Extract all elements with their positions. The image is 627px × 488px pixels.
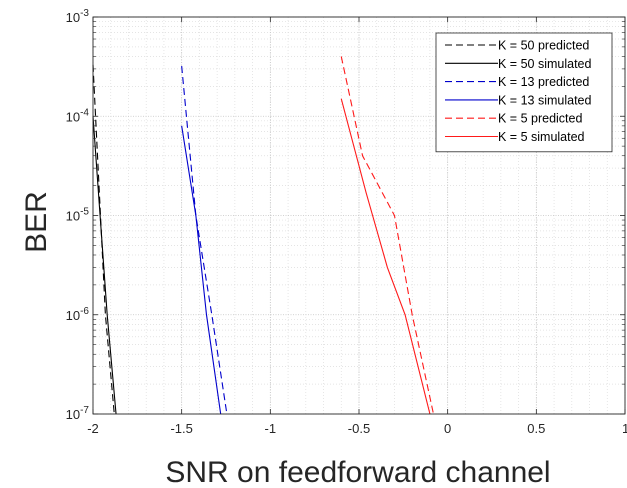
legend-box xyxy=(435,32,613,153)
series-line-2 xyxy=(92,116,117,415)
legend-label-5: K = 5 predicted xyxy=(498,112,582,126)
y-tick-label: 10-7 xyxy=(66,405,90,422)
y-axis-label: BER xyxy=(20,191,53,253)
tick-labels: -2 -1.5 -1 -0.5 0 0.5 1 10-7 10-6 10-5 10-4 10-3 xyxy=(66,8,627,436)
legend-label-3: K = 13 predicted xyxy=(498,75,589,89)
y-tick-label: 10-5 xyxy=(66,207,90,224)
y-tick-label: 10-3 xyxy=(66,8,90,25)
x-axis-label: SNR on feedforward channel xyxy=(165,456,550,488)
x-tick-label: -2 xyxy=(87,421,99,436)
legend: K = 50 predicted K = 50 simulated K = 13 p… xyxy=(435,32,613,153)
series-line-4 xyxy=(181,125,222,415)
legend-label-2: K = 50 simulated xyxy=(498,57,592,71)
x-tick-label: 0 xyxy=(444,421,451,436)
x-tick-label: -1.5 xyxy=(170,421,192,436)
x-tick-label: -1 xyxy=(265,421,277,436)
series-line-3 xyxy=(181,66,228,415)
series-line-5 xyxy=(340,56,435,415)
legend-label-1: K = 50 predicted xyxy=(498,39,589,53)
y-tick-label: 10-6 xyxy=(66,306,90,323)
x-tick-label: 1 xyxy=(622,421,627,436)
series-layer xyxy=(92,56,435,415)
series-line-6 xyxy=(340,98,431,415)
x-tick-label: 0.5 xyxy=(527,421,545,436)
legend-label-4: K = 13 simulated xyxy=(498,93,592,107)
legend-label-6: K = 5 simulated xyxy=(498,130,585,144)
series-line-1 xyxy=(92,64,115,415)
x-tick-label: -0.5 xyxy=(348,421,370,436)
y-tick-label: 10-4 xyxy=(66,107,90,124)
axes xyxy=(92,16,626,415)
